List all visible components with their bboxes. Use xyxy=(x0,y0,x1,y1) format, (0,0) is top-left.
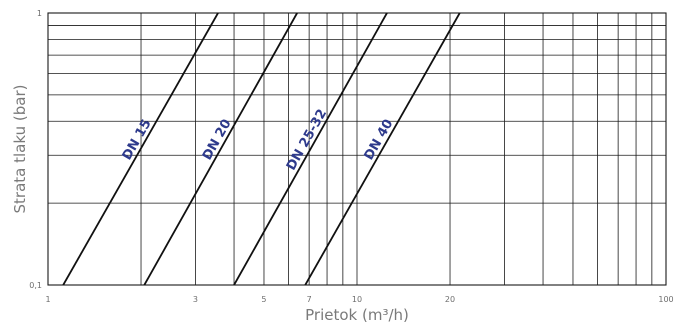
x-tick-label: 10 xyxy=(352,295,362,304)
x-axis-title: Prietok (m³/h) xyxy=(305,306,409,324)
series-line-1 xyxy=(62,13,219,285)
series-lines xyxy=(62,13,461,285)
series-line-2 xyxy=(143,13,298,285)
x-tick-label: 1 xyxy=(45,295,50,304)
y-axis-title: Strata tlaku (bar) xyxy=(11,85,29,214)
x-tick-labels: 1 3 5 7 10 20 100 xyxy=(45,295,673,304)
x-tick-label: 5 xyxy=(261,295,266,304)
x-tick-label: 7 xyxy=(307,295,312,304)
series-line-3 xyxy=(233,13,388,285)
series-labels: DN 15 DN 20 DN 25-32 DN 40 xyxy=(120,107,397,173)
x-tick-label: 3 xyxy=(193,295,198,304)
y-tick-label: 0,1 xyxy=(29,281,42,290)
y-tick-label: 1 xyxy=(37,9,42,18)
series-line-4 xyxy=(304,13,461,285)
series-label-3: DN 25-32 xyxy=(284,107,330,173)
x-tick-label: 100 xyxy=(658,295,673,304)
plot-frame xyxy=(47,12,667,286)
x-tick-label: 20 xyxy=(445,295,455,304)
y-tick-labels: 0,11 xyxy=(29,9,42,290)
grid-lines xyxy=(48,13,666,285)
